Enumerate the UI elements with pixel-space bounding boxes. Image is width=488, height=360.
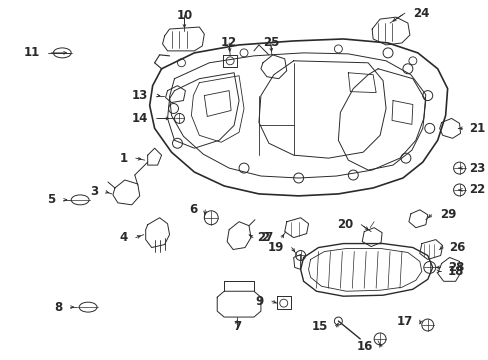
Text: 26: 26 — [448, 241, 465, 254]
Text: 25: 25 — [262, 36, 279, 49]
Text: 1: 1 — [120, 152, 127, 165]
Text: 8: 8 — [54, 301, 62, 314]
Text: 2: 2 — [261, 231, 268, 244]
Text: 11: 11 — [24, 46, 41, 59]
Text: 20: 20 — [336, 218, 352, 231]
Text: 14: 14 — [131, 112, 147, 125]
Text: 21: 21 — [468, 122, 485, 135]
Text: 9: 9 — [255, 295, 264, 308]
Text: 3: 3 — [90, 185, 98, 198]
Text: 15: 15 — [311, 320, 328, 333]
Text: 19: 19 — [267, 241, 283, 254]
Text: 23: 23 — [468, 162, 485, 175]
Text: 13: 13 — [131, 89, 147, 102]
Text: 28: 28 — [447, 261, 463, 274]
Text: 16: 16 — [356, 340, 372, 354]
Text: 6: 6 — [189, 203, 197, 216]
Text: 24: 24 — [412, 6, 428, 20]
Text: 17: 17 — [396, 315, 412, 328]
Text: 4: 4 — [120, 231, 127, 244]
Text: 22: 22 — [468, 184, 485, 197]
Text: 18: 18 — [447, 265, 463, 278]
Text: 12: 12 — [221, 36, 237, 49]
Text: 10: 10 — [176, 9, 192, 22]
Text: 5: 5 — [47, 193, 55, 206]
Text: 29: 29 — [439, 208, 455, 221]
Text: 27: 27 — [257, 231, 273, 244]
Text: 7: 7 — [233, 320, 241, 333]
